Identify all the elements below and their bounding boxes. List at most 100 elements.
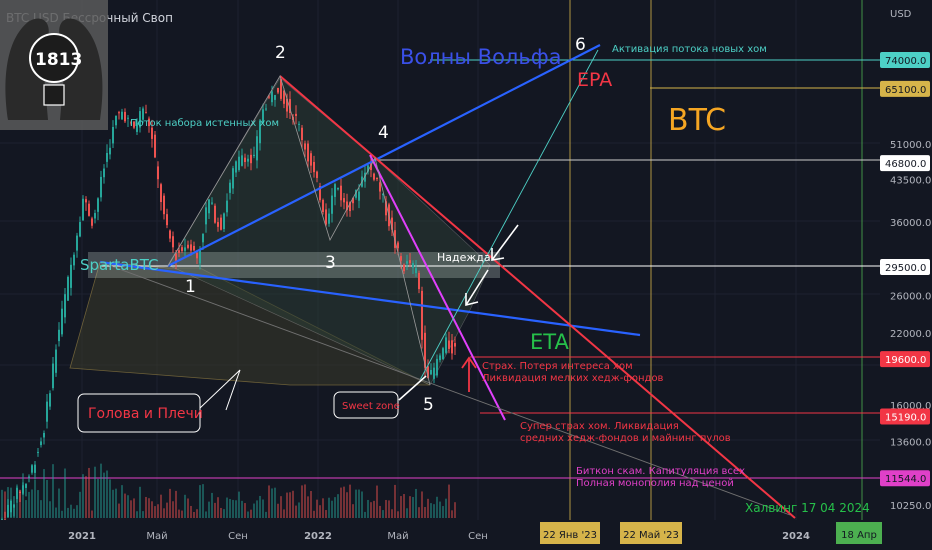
candle-body [274, 95, 276, 100]
candle-body [154, 134, 156, 158]
wave-point-2: 2 [275, 43, 286, 63]
price-level-value: 46800.0 [885, 159, 926, 170]
candle-body [13, 504, 15, 508]
volume-bar [415, 488, 417, 518]
volume-bar [445, 498, 447, 518]
candle-body [193, 245, 195, 251]
candle-body [106, 152, 108, 162]
candle-body [214, 205, 216, 223]
price-candles [1, 78, 456, 528]
candle-body [445, 337, 447, 353]
activation-label: Активация потока новых хом [612, 44, 767, 55]
volume-bar [67, 507, 69, 518]
candle-body [148, 118, 150, 127]
volume-bar [412, 496, 414, 518]
volume-bar [370, 502, 372, 518]
btc-big-label: BTC [668, 103, 726, 138]
volume-bar [4, 491, 6, 518]
candle-body [109, 147, 111, 155]
volume-bar [55, 507, 57, 518]
candle-body [259, 120, 261, 144]
time-tick: 2021 [68, 531, 96, 542]
candle-body [196, 252, 198, 259]
volume-bar [355, 489, 357, 518]
candle-body [430, 369, 432, 375]
candle-body [424, 332, 426, 368]
volume-bar [25, 500, 27, 518]
candle-body [280, 79, 282, 99]
time-highlight-label: 18 Апр [841, 530, 877, 541]
candle-body [28, 476, 30, 478]
volume-bar [94, 466, 96, 518]
candle-body [184, 247, 186, 251]
candle-body [316, 171, 318, 178]
volume-bar [112, 489, 114, 518]
price-level-value: 11544.0 [885, 474, 926, 485]
volume-bar [109, 479, 111, 518]
candle-body [304, 143, 306, 150]
candle-body [337, 188, 339, 190]
epa-label: EPA [577, 69, 612, 91]
candle-body [331, 195, 333, 214]
candle-body [256, 136, 258, 161]
candle-body [22, 485, 24, 494]
volume-bar [220, 507, 222, 518]
volume-bar [250, 509, 252, 518]
candle-body [247, 158, 249, 162]
candle-body [319, 186, 321, 201]
volume-bar [154, 506, 156, 518]
volume-bar [118, 503, 120, 518]
candle-body [436, 358, 438, 376]
candle-body [409, 260, 411, 264]
candle-body [313, 161, 315, 173]
price-level-value: 15190.0 [885, 412, 926, 423]
candle-body [73, 254, 75, 266]
volume-bar [187, 498, 189, 518]
price-level-value: 19600.0 [885, 355, 926, 366]
candle-body [181, 247, 183, 251]
volume-bar [349, 484, 351, 518]
candle-body [277, 87, 279, 93]
candle-body [166, 214, 168, 226]
candle-body [103, 168, 105, 178]
price-level-label: 74000.0 [880, 52, 930, 68]
candle-body [400, 256, 402, 261]
price-level-label: 19600.0 [880, 351, 930, 368]
candle-body [91, 218, 93, 226]
volume-bar [367, 499, 369, 518]
candle-body [433, 367, 435, 379]
halving-label: Халвинг 17 04 2024 [745, 501, 870, 515]
price-tick: 26000.0 [890, 291, 931, 302]
volume-bar [190, 505, 192, 518]
logo: 1813 [0, 0, 108, 130]
candle-body [223, 213, 225, 230]
volume-bar [439, 501, 441, 518]
volume-bar [277, 503, 279, 518]
candle-body [415, 268, 417, 274]
candle-body [115, 115, 117, 126]
volume-bar [304, 484, 306, 518]
volume-bar [421, 491, 423, 518]
volume-bar [301, 485, 303, 518]
price-tick: 43500.0 [890, 176, 931, 187]
candle-body [427, 366, 429, 379]
candle-body [88, 203, 90, 216]
candle-body [379, 182, 381, 192]
volume-bar [409, 496, 411, 518]
volume-bar [331, 500, 333, 518]
candle-body [253, 154, 255, 157]
volume-bar [142, 511, 144, 518]
candle-body [418, 272, 420, 290]
currency-label: USD [890, 9, 912, 20]
candle-body [265, 108, 267, 110]
volume-bar [397, 511, 399, 518]
volume-bar [91, 510, 93, 518]
volume-bar [145, 496, 147, 518]
volume-bar [244, 503, 246, 518]
volume-bar [292, 490, 294, 518]
volume-bar [37, 490, 39, 518]
volume-bar [448, 484, 450, 518]
volume-bar [52, 464, 54, 518]
candle-body [175, 253, 177, 261]
volume-bar [178, 509, 180, 518]
